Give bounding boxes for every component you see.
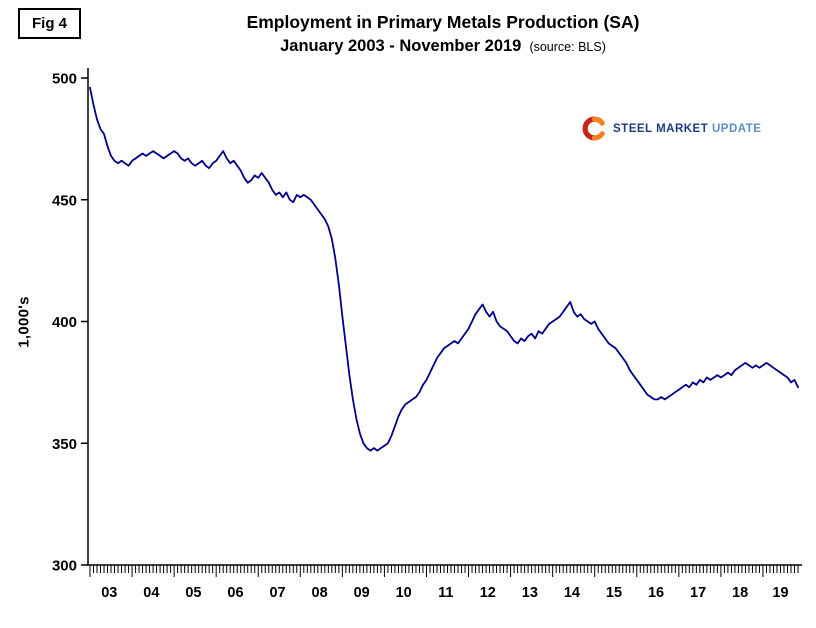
figure-label: Fig 4	[18, 8, 82, 39]
svg-text:07: 07	[269, 585, 285, 601]
chart-title-block: Employment in Primary Metals Production …	[80, 10, 806, 59]
svg-text:17: 17	[690, 585, 706, 601]
logo-word-steel: STEEL	[613, 122, 653, 135]
svg-text:15: 15	[606, 585, 622, 601]
logo-text: STEEL MARKET UPDATE	[613, 123, 761, 135]
chart-subtitle: January 2003 - November 2019 (source: BL…	[80, 35, 806, 59]
svg-text:14: 14	[564, 585, 580, 601]
steel-market-update-logo: STEEL MARKET UPDATE	[582, 116, 761, 141]
svg-text:12: 12	[480, 585, 496, 601]
svg-text:05: 05	[185, 585, 201, 601]
svg-text:10: 10	[396, 585, 412, 601]
svg-text:350: 350	[52, 436, 77, 453]
svg-text:18: 18	[732, 585, 748, 601]
svg-text:450: 450	[52, 192, 77, 209]
svg-text:500: 500	[52, 71, 77, 88]
svg-text:06: 06	[227, 585, 243, 601]
svg-text:13: 13	[522, 585, 538, 601]
svg-text:400: 400	[52, 314, 77, 331]
logo-word-update: UPDATE	[711, 122, 762, 135]
svg-text:03: 03	[101, 585, 117, 601]
logo-word-market: MARKET	[656, 122, 709, 135]
plot-svg: 300 350 400 450 500 03 04 05 06 07 08 09 10 11 12 13 14 1…	[52, 68, 802, 601]
date-range: January 2003 - November 2019	[280, 37, 522, 56]
svg-text:04: 04	[143, 585, 159, 601]
svg-text:11: 11	[438, 585, 453, 601]
svg-text:09: 09	[354, 585, 370, 601]
svg-text:08: 08	[312, 585, 328, 601]
smu-swoosh-icon	[582, 116, 605, 141]
svg-text:300: 300	[52, 558, 77, 575]
svg-text:16: 16	[648, 585, 664, 601]
source-note: (source: BLS)	[529, 40, 606, 55]
svg-text:19: 19	[772, 585, 788, 601]
chart-title: Employment in Primary Metals Production …	[246, 12, 640, 32]
